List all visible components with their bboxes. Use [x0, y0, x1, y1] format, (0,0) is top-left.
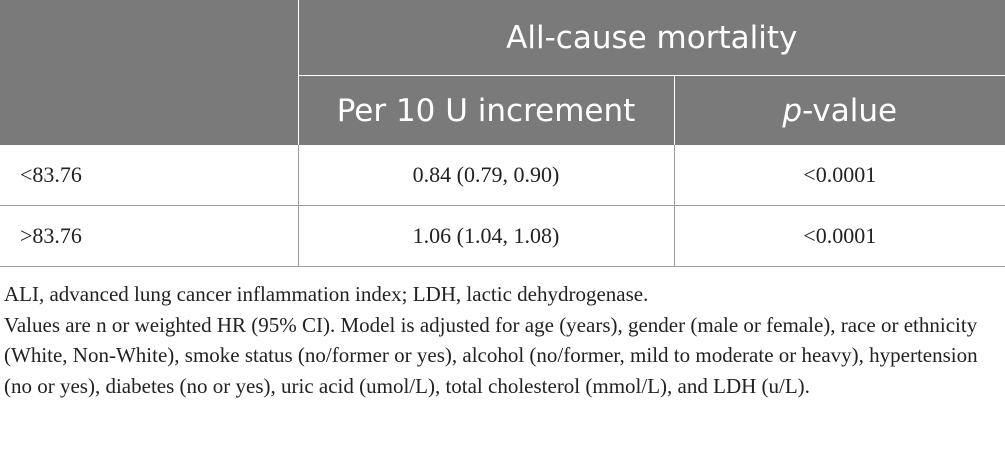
p-value-cell: <0.0001: [674, 205, 1005, 267]
estimate-cell: 0.84 (0.79, 0.90): [298, 145, 675, 206]
results-table-container: All-cause mortality Per 10 U increment p…: [0, 0, 1005, 267]
table-body: <83.76 0.84 (0.79, 0.90) <0.0001 >83.76 …: [0, 145, 1005, 267]
table-row: <83.76 0.84 (0.79, 0.90) <0.0001: [0, 145, 1005, 206]
p-value-cell: <0.0001: [674, 145, 1005, 206]
table-row: >83.76 1.06 (1.04, 1.08) <0.0001: [0, 205, 1005, 267]
stub-header: [0, 0, 299, 145]
table-footnotes: ALI, advanced lung cancer inflammation i…: [4, 279, 1002, 401]
results-table: All-cause mortality Per 10 U increment p…: [0, 0, 1005, 267]
group-header-all-cause-mortality: All-cause mortality: [298, 0, 1005, 76]
p-value-suffix: -value: [802, 92, 898, 129]
table-header: All-cause mortality Per 10 U increment p…: [0, 0, 1005, 145]
row-stub: <83.76: [0, 145, 299, 206]
footnote-abbreviations: ALI, advanced lung cancer inflammation i…: [4, 282, 649, 306]
footnote-model-adjustment: Values are n or weighted HR (95% CI). Mo…: [4, 312, 978, 398]
estimate-cell: 1.06 (1.04, 1.08): [298, 205, 675, 267]
p-italic-label: p: [782, 92, 803, 129]
column-header-per-10u: Per 10 U increment: [298, 75, 675, 145]
row-stub: >83.76: [0, 205, 299, 267]
column-header-p-value: p-value: [674, 75, 1005, 145]
